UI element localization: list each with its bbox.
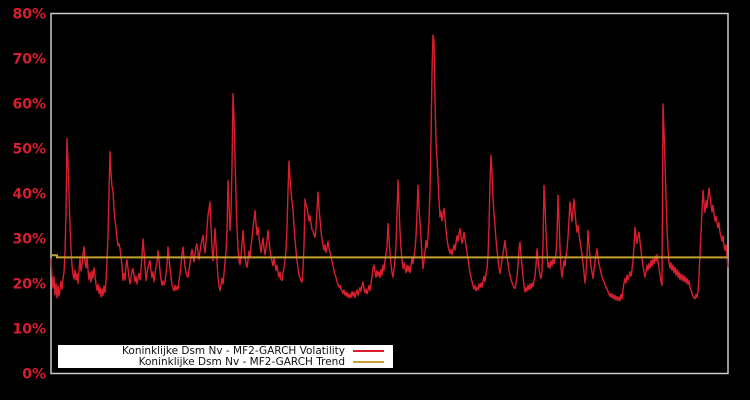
y-tick-label: 80% [12,7,46,23]
legend-label-volatility: Koninklijke Dsm Nv - MF2-GARCH Volatilit… [122,344,345,357]
y-tick-label: 40% [12,187,46,203]
y-tick-label: 60% [12,97,46,113]
legend: Koninklijke Dsm Nv - MF2-GARCH Volatilit… [58,345,393,368]
legend-row-volatility: Koninklijke Dsm Nv - MF2-GARCH Volatilit… [58,344,393,357]
plot-border [50,12,729,375]
trend-line [51,254,728,259]
y-tick-label: 30% [12,232,46,248]
y-tick-label: 20% [12,277,46,293]
volatility-line [50,34,729,302]
legend-line-sample-trend [353,361,384,363]
y-tick-label: 10% [12,322,46,338]
legend-label-trend: Koninklijke Dsm Nv - MF2-GARCH Trend [138,355,345,368]
legend-row-trend: Koninklijke Dsm Nv - MF2-GARCH Trend [58,355,393,368]
y-tick-label: 0% [22,367,46,383]
y-tick-label: 50% [12,142,46,158]
legend-line-sample-volatility [353,350,384,352]
y-tick-label: 70% [12,52,46,68]
